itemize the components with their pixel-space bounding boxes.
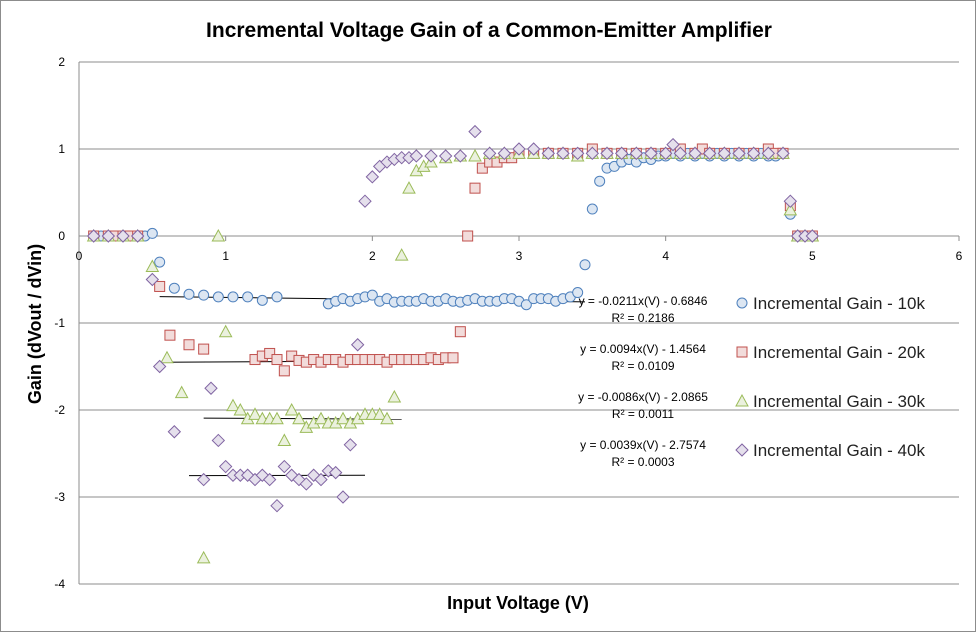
y-tick-label: -2 [54,403,65,417]
legend-label: Incremental Gain - 20k [753,343,925,362]
diamond-data-point [278,461,290,473]
y-axis-title: Gain (dVout / dVin) [25,244,45,404]
x-tick-label: 0 [76,249,83,263]
x-tick-label: 6 [956,249,963,263]
circle-data-point [155,257,165,267]
square-data-point [463,231,473,241]
diamond-data-point [337,491,349,503]
x-tick-label: 5 [809,249,816,263]
triangle-data-point [403,182,415,193]
triangle-data-point [388,391,400,402]
series-2 [89,144,818,376]
triangle-data-point [469,150,481,161]
trendline-equation: y = 0.0039x(V) - 2.7574 [580,438,706,452]
diamond-data-point [469,126,481,138]
legend-label: Incremental Gain - 30k [753,392,925,411]
diamond-data-point [359,195,371,207]
triangle-data-point [176,387,188,398]
circle-data-point [595,176,605,186]
circle-data-point [199,290,209,300]
diamond-data-point [212,434,224,446]
triangle-data-point [396,249,408,260]
square-data-point [455,327,465,337]
trendline-r-squared: R² = 0.0109 [611,359,674,373]
y-tick-label: 2 [58,55,65,69]
legend-marker [737,347,747,357]
x-tick-label: 3 [516,249,523,263]
triangle-data-point [220,326,232,337]
diamond-data-point [344,439,356,451]
series-1 [89,148,818,309]
y-tick-label: -3 [54,490,65,504]
triangle-data-point [161,352,173,363]
legend-marker [736,444,748,456]
circle-data-point [169,283,179,293]
y-tick-label: -1 [54,316,65,330]
circle-data-point [272,292,282,302]
square-data-point [155,281,165,291]
trendline-equation: y = -0.0211x(V) - 0.6846 [579,294,708,308]
y-tick-label: 0 [58,229,65,243]
trendline-r-squared: R² = 0.0003 [611,455,674,469]
circle-data-point [587,204,597,214]
legend-label: Incremental Gain - 40k [753,441,925,460]
diamond-data-point [220,461,232,473]
x-tick-label: 2 [369,249,376,263]
circle-data-point [184,289,194,299]
chart-title: Incremental Voltage Gain of a Common-Emi… [206,19,772,42]
diamond-data-point [168,426,180,438]
square-data-point [199,344,209,354]
legend-marker [736,395,748,406]
square-data-point [279,366,289,376]
y-tick-label: 1 [58,142,65,156]
trendline-equation: y = -0.0086x(V) - 2.0865 [578,390,708,404]
triangle-data-point [278,434,290,445]
diamond-data-point [271,500,283,512]
square-data-point [184,340,194,350]
x-tick-label: 1 [222,249,229,263]
diamond-data-point [366,171,378,183]
circle-data-point [147,228,157,238]
trendline-r-squared: R² = 0.2186 [611,311,674,325]
legend-label: Incremental Gain - 10k [753,294,925,313]
trendline-r-squared: R² = 0.0011 [612,407,674,421]
circle-data-point [213,292,223,302]
square-data-point [470,183,480,193]
y-tick-label: -4 [54,577,65,591]
legend: Incremental Gain - 10k Incremental Gain -… [736,294,925,460]
x-axis-title: Input Voltage (V) [447,593,589,613]
circle-data-point [257,295,267,305]
square-data-point [448,353,458,363]
square-data-point [272,355,282,365]
legend-marker [737,298,747,308]
circle-data-point [580,260,590,270]
x-tick-label: 4 [662,249,669,263]
diamond-data-point [205,382,217,394]
trendline-equation: y = 0.0094x(V) - 1.4564 [580,342,706,356]
series-4 [88,126,819,512]
triangle-data-point [198,552,210,563]
diamond-data-point [425,150,437,162]
gridlines [79,62,959,584]
trendline-equations: y = -0.0211x(V) - 0.6846 R² = 0.2186 y = 0… [578,294,708,469]
diamond-data-point [352,339,364,351]
square-data-point [165,330,175,340]
circle-data-point [228,292,238,302]
circle-data-point [243,292,253,302]
